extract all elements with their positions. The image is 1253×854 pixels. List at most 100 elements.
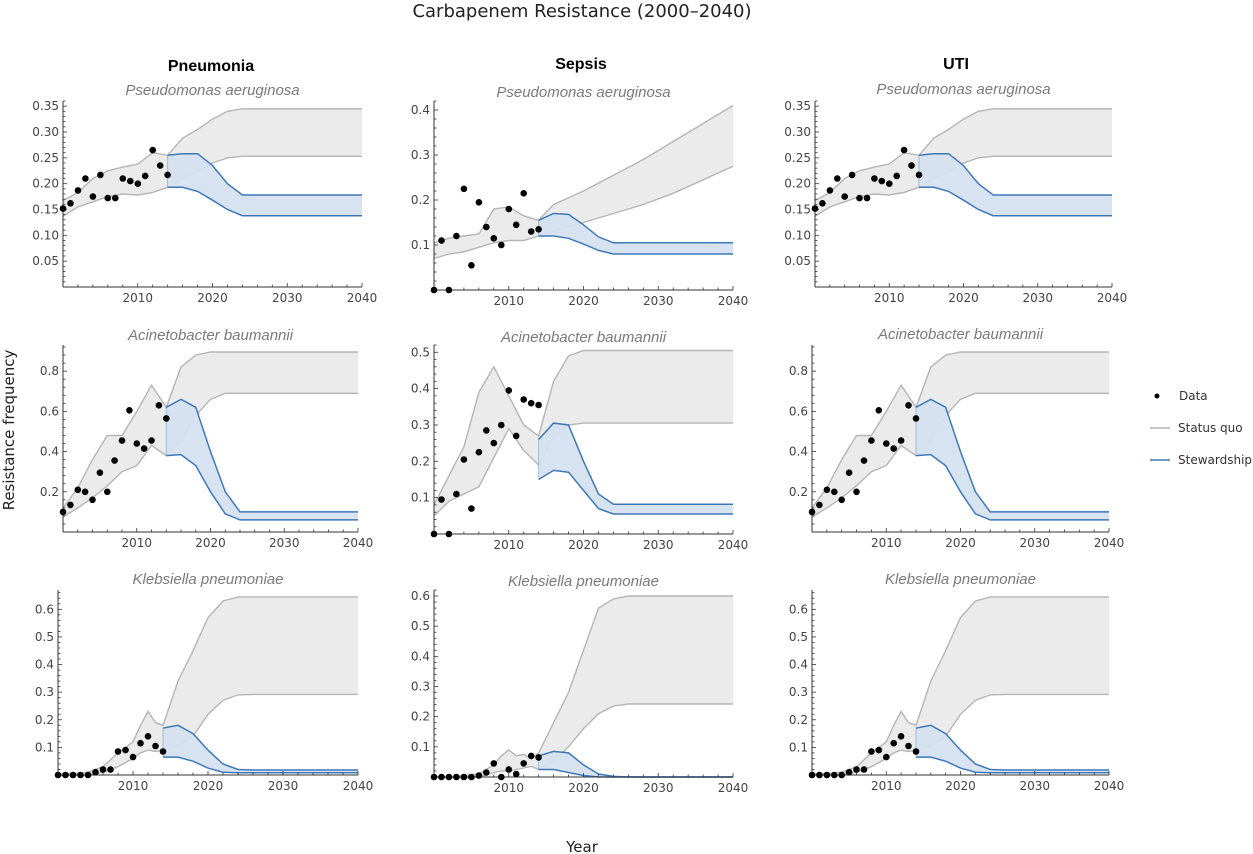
data-point (54, 771, 62, 779)
y-tick-label: 0.25 (784, 151, 811, 165)
data-point (905, 402, 912, 409)
y-tick-label: 0.15 (32, 203, 59, 217)
data-point (853, 488, 860, 496)
panel-grid: Pseudomonas aeruginosa 2010 2020 2030 2040 0.… (32, 81, 1127, 795)
y-tick-label: 0.10 (32, 228, 59, 242)
data-point (883, 440, 890, 447)
data-point (527, 228, 535, 235)
data-point (816, 501, 823, 509)
y-tick-label: 0.35 (784, 99, 811, 113)
status-quo-band (434, 596, 733, 777)
data-point (831, 488, 838, 496)
data-point (535, 226, 542, 233)
x-tick-label: 2020 (195, 536, 226, 550)
data-point (878, 177, 886, 185)
y-tick-label: 0.2 (789, 713, 808, 727)
y-tick-label: 0.20 (32, 177, 59, 191)
data-point (905, 742, 912, 750)
data-point (127, 177, 134, 185)
panel-subtitle: Acinetobacter baumannii (877, 326, 1044, 343)
data-point (535, 754, 542, 761)
data-point (838, 771, 845, 779)
data-point (808, 508, 816, 516)
y-tick-label: 0.2 (35, 713, 54, 727)
column-title-sepsis: Sepsis (555, 56, 607, 73)
y-tick-label: 0.1 (789, 740, 808, 754)
data-point (848, 171, 856, 179)
stewardship-upper-line (162, 724, 358, 771)
data-point (845, 768, 853, 776)
data-point (490, 235, 498, 242)
y-tick-label: 0.4 (789, 445, 808, 459)
data-point (897, 437, 905, 444)
x-tick-label: 2020 (568, 294, 599, 308)
data-point (811, 205, 819, 212)
x-tick-label: 2020 (197, 291, 228, 305)
data-point (122, 746, 129, 754)
stewardship-upper-line (165, 398, 358, 513)
x-tick-label: 2020 (193, 779, 224, 793)
data-point (886, 180, 893, 187)
stewardship-band (538, 751, 733, 777)
data-point (82, 175, 89, 182)
data-point (831, 771, 838, 779)
x-tick-label: 2040 (343, 779, 374, 793)
data-point (505, 387, 513, 394)
x-tick-label: 2030 (643, 294, 674, 308)
data-point (129, 753, 137, 761)
x-tick-label: 2040 (718, 294, 749, 308)
x-tick-label: 2010 (493, 538, 524, 552)
data-point (868, 748, 875, 755)
panel-pneumonia-pseudomonas-aeruginosa: Pseudomonas aeruginosa 2010 2020 2030 2040 0.… (32, 82, 377, 305)
data-point (912, 415, 920, 422)
data-point (149, 146, 156, 154)
data-point (59, 205, 67, 212)
stewardship-upper-line (915, 724, 1109, 771)
x-tick-label: 2020 (568, 538, 599, 552)
status-quo-band (434, 350, 733, 516)
stewardship-lower-line (915, 453, 1109, 521)
x-tick-label: 2030 (643, 781, 674, 795)
y-tick-label: 0.30 (784, 125, 811, 139)
panel-subtitle: Klebsiella pneumoniae (133, 571, 284, 588)
y-tick-label: 0.8 (789, 364, 808, 378)
data-point (838, 496, 845, 504)
x-tick-label: 2010 (121, 536, 152, 550)
data-point (498, 241, 505, 249)
data-point (59, 508, 67, 516)
data-point (512, 770, 520, 778)
x-tick-label: 2010 (871, 779, 902, 793)
panel-uti-acinetobacter-baumannii: Acinetobacter baumannii 2010 2020 2030 2040 0… (789, 326, 1124, 550)
x-tick-label: 2020 (948, 291, 979, 305)
data-point (156, 162, 164, 169)
data-point (96, 469, 104, 477)
x-tick-label: 2030 (1019, 779, 1050, 793)
x-tick-label: 2040 (718, 781, 749, 795)
panel-subtitle: Pseudomonas aeruginosa (125, 82, 299, 99)
x-tick-label: 2040 (1094, 536, 1125, 550)
data-point (89, 496, 96, 504)
data-point (118, 437, 126, 444)
data-point (445, 530, 453, 538)
data-point (159, 748, 167, 755)
data-point (520, 760, 527, 767)
data-point (453, 490, 460, 498)
y-tick-label: 0.2 (789, 485, 808, 499)
y-tick-label: 0.4 (789, 658, 808, 672)
data-point (144, 733, 152, 740)
y-tick-label: 0.30 (32, 125, 59, 139)
y-tick-label: 0.4 (411, 103, 430, 117)
stewardship-upper-line (915, 398, 1109, 513)
stewardship-upper-line (538, 212, 733, 244)
data-point (84, 771, 92, 779)
y-tick-label: 0.3 (789, 685, 808, 699)
stewardship-lower-line (538, 469, 733, 515)
data-point (453, 773, 460, 781)
data-point (863, 194, 871, 202)
x-tick-label: 2040 (1097, 291, 1128, 305)
data-point (137, 739, 144, 747)
x-axis-label: Year (565, 838, 599, 854)
data-point (505, 205, 513, 213)
column-title-uti: UTI (943, 56, 969, 73)
panel-subtitle: Klebsiella pneumoniae (508, 573, 659, 590)
